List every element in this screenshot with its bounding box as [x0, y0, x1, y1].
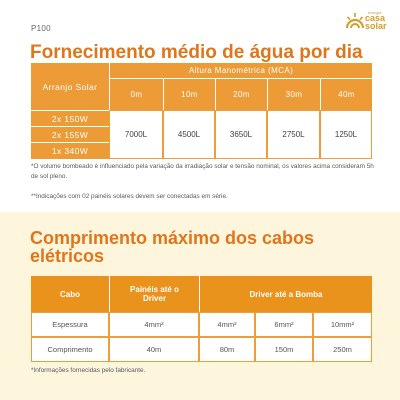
cable-table: Cabo Painéis até o Driver Driver até a B… [31, 276, 372, 362]
comprimento-driver-1: 80m [199, 337, 255, 362]
height-20m: 20m [215, 79, 267, 110]
espessura-driver-1: 4mm² [199, 312, 255, 337]
brand-line2: solar [365, 21, 387, 31]
brand-small: energia [368, 10, 382, 15]
header-paineis: Painéis até o Driver [109, 276, 199, 312]
comprimento-paineis: 40m [109, 337, 199, 362]
brand-logo: energia casa solar [344, 10, 392, 38]
brand-line1: casa [365, 13, 386, 23]
height-30m: 30m [267, 79, 320, 110]
sun-logo-icon [345, 13, 365, 29]
row-label-comprimento: Comprimento [31, 337, 109, 362]
espessura-driver-2: 6mm² [255, 312, 313, 337]
value-30m: 2750L [267, 110, 320, 159]
value-20m: 3650L [215, 110, 267, 159]
espessura-paineis: 4mm² [109, 312, 199, 337]
value-40m: 1250L [320, 110, 372, 159]
note-irradiation: *O volume bombeado é influenciado pela v… [31, 163, 374, 180]
comprimento-driver-3: 250m [313, 337, 372, 362]
comprimento-driver-2: 150m [255, 337, 313, 362]
title-water-supply: Fornecimento médio de água por dia [30, 42, 363, 63]
note-series: **Indicações com 02 painéis solares deve… [31, 193, 228, 200]
value-0m: 7000L [109, 110, 163, 159]
header-driver: Driver até a Bomba [199, 276, 372, 312]
row-header-arranjo: Arranjo Solar [31, 63, 109, 110]
array-2x155w: 2x 155W [31, 126, 109, 142]
header-cabo: Cabo [31, 276, 109, 312]
note-manufacturer: *Informações fornecidas pelo fabricante. [31, 367, 146, 374]
group-header-altura: Altura Manométrica (MCA) [109, 63, 372, 79]
height-10m: 10m [163, 79, 215, 110]
array-2x150w: 2x 150W [31, 110, 109, 126]
product-code: P100 [31, 24, 51, 33]
value-10m: 4500L [163, 110, 215, 159]
row-label-espessura: Espessura [31, 312, 109, 337]
brand-name: casa solar [365, 13, 387, 31]
espessura-driver-3: 10mm² [313, 312, 372, 337]
height-40m: 40m [320, 79, 372, 110]
height-0m: 0m [109, 79, 163, 110]
title-cables: Comprimento máximo dos cabos elétricos [30, 228, 315, 266]
array-1x340w: 1x 340W [31, 142, 109, 159]
water-supply-table: Arranjo Solar Altura Manométrica (MCA) 0… [31, 63, 372, 159]
